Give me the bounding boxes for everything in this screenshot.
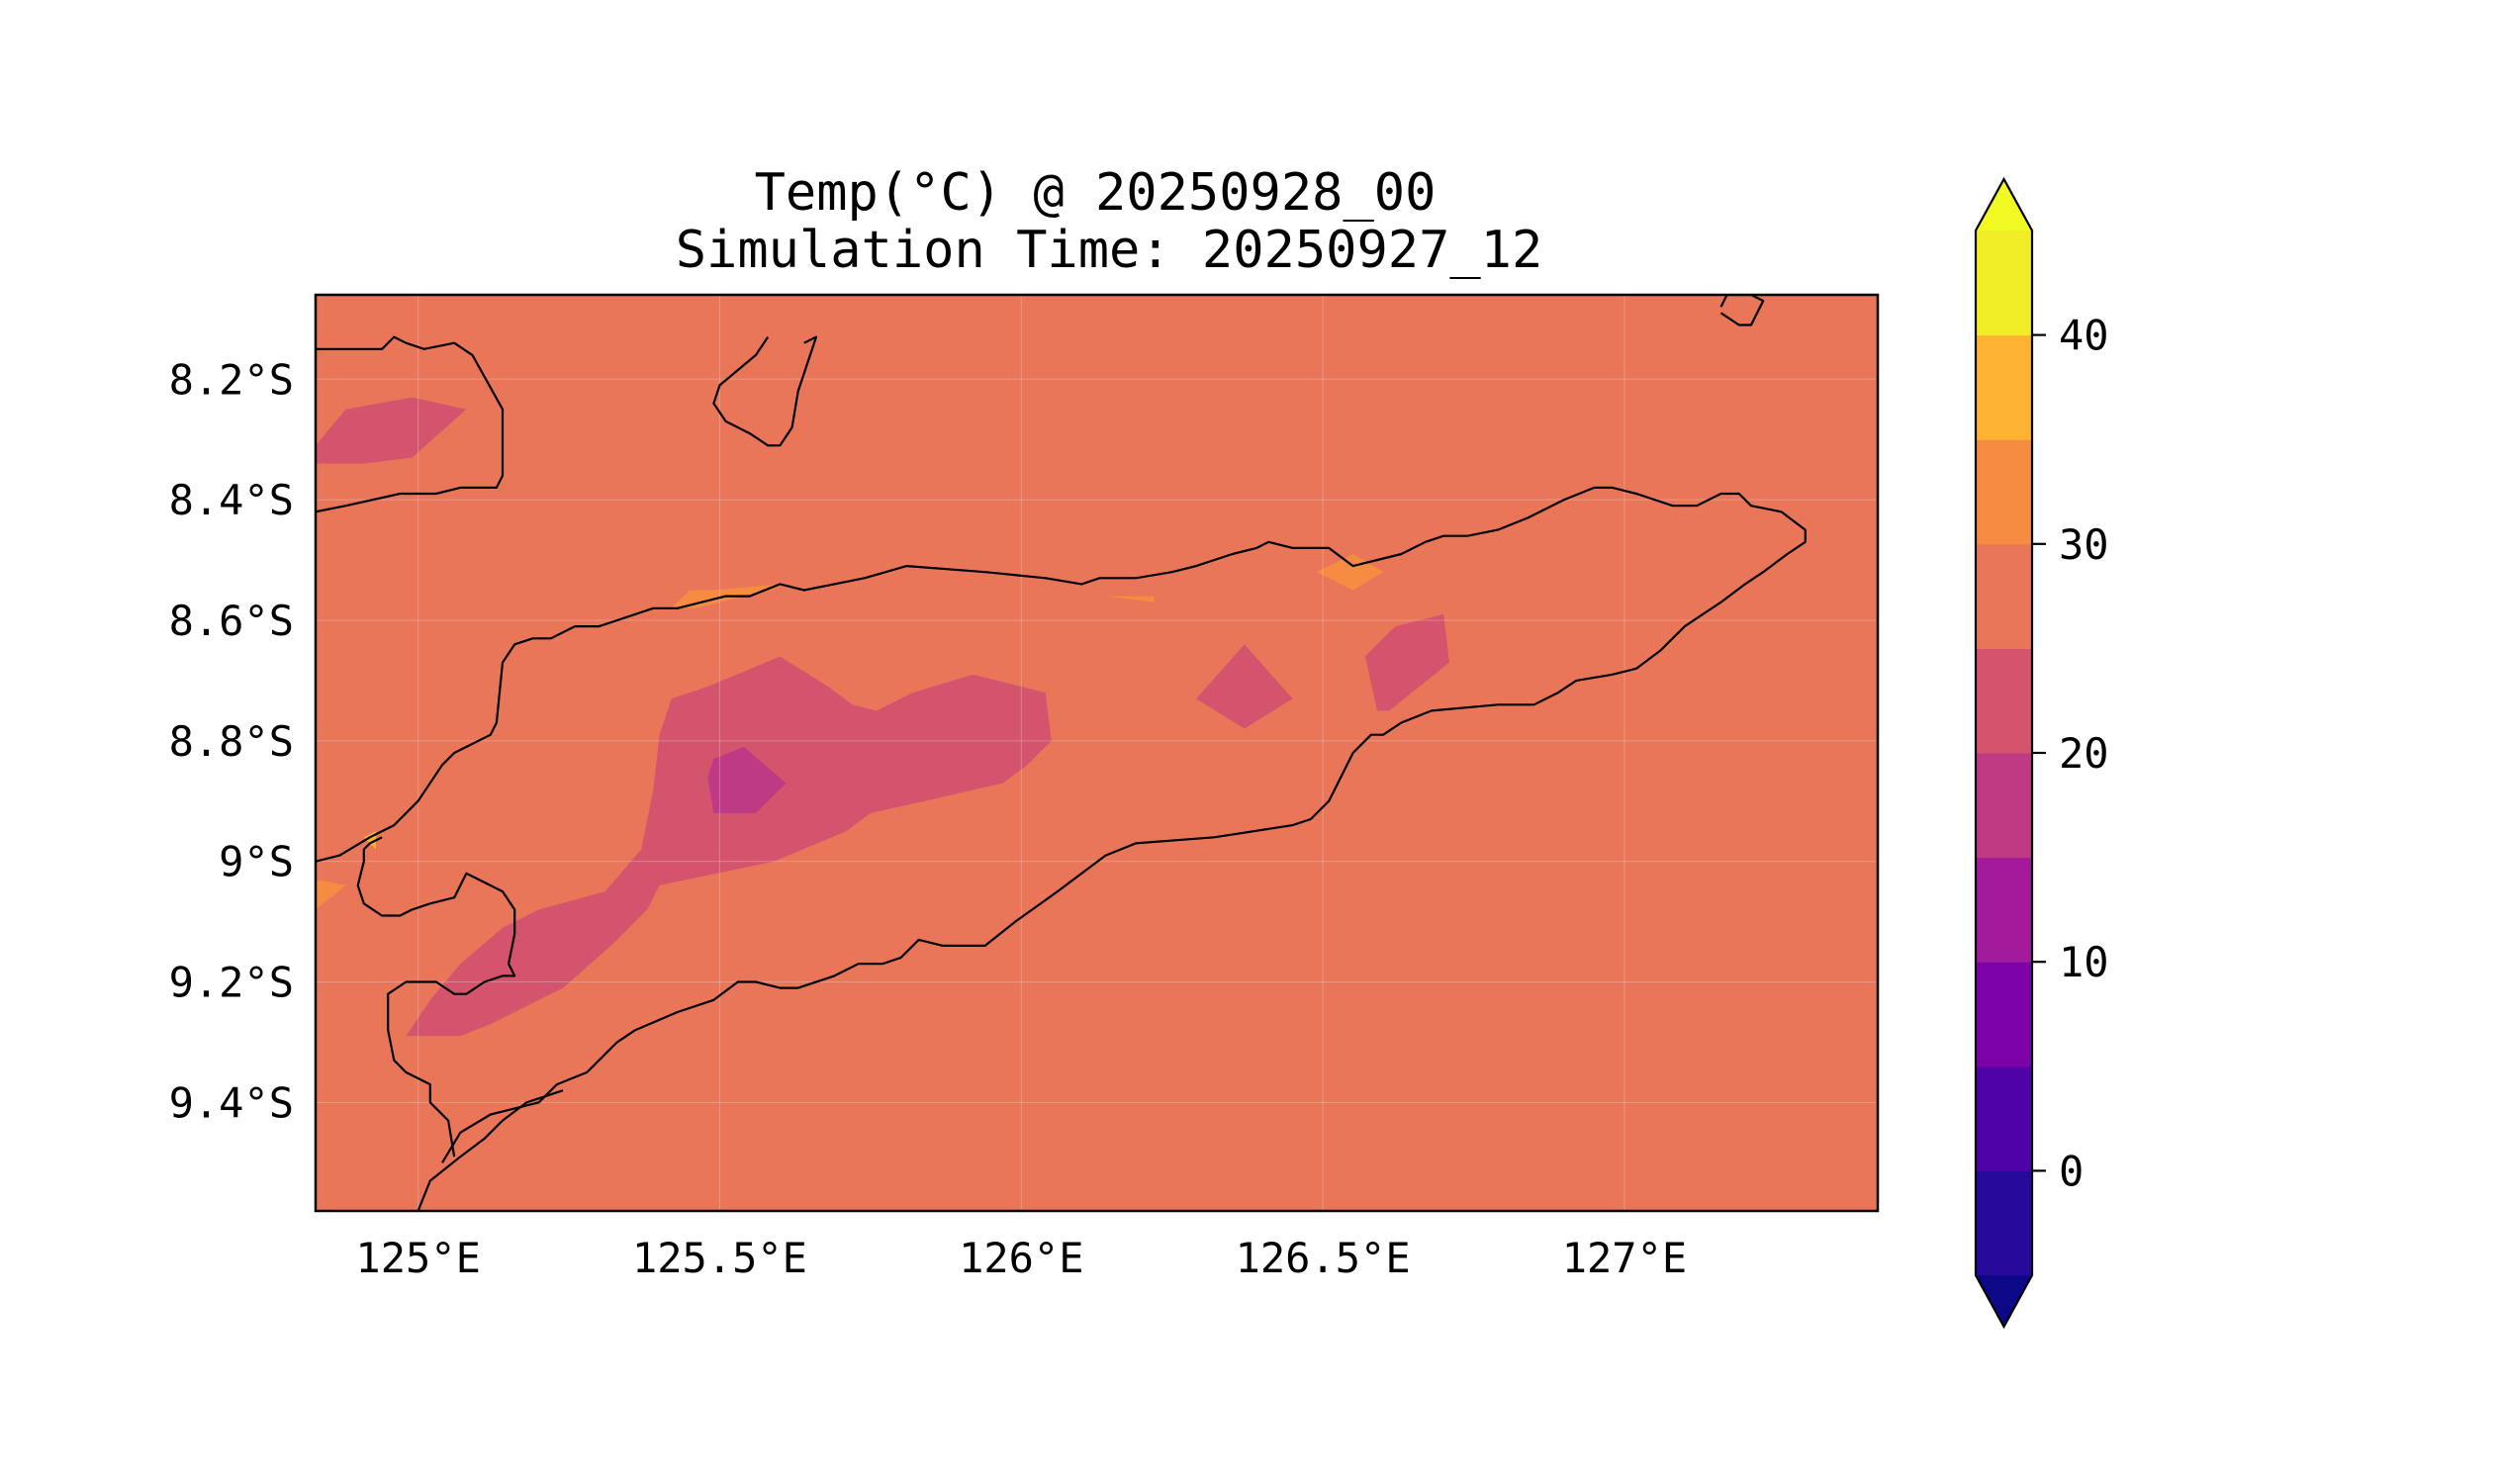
- contour-region-4: [1364, 613, 1450, 711]
- coastlines: [316, 295, 1807, 1211]
- coastline-0: [316, 335, 505, 513]
- contour-region-2: [707, 746, 787, 813]
- y-axis-ticks: 8.2°S 8.4°S 8.6°S 8.8°S 9°S 9.2°S 9.4°S: [169, 355, 294, 1127]
- coastline-5: [356, 836, 516, 1158]
- colorbar-bin-3: [1976, 857, 2032, 963]
- contour-region-8: [316, 879, 346, 910]
- x-tick-label-3: 126.5°E: [1236, 1234, 1411, 1282]
- colorbar-tick-label-2: 20: [2059, 729, 2109, 778]
- y-tick-label-4: 9°S: [219, 838, 294, 886]
- chart-subtitle: Simulation Time: 20250927_12: [676, 221, 1543, 280]
- x-axis-ticks: 125°E 125.5°E 126°E 126.5°E 127°E: [355, 1234, 1687, 1282]
- colorbar-tick-label-3: 30: [2059, 520, 2109, 569]
- coastline-3: [316, 486, 1807, 1163]
- colorbar-tick-label-4: 40: [2059, 312, 2109, 360]
- colorbar-bin-9: [1976, 231, 2032, 336]
- contour-region-0: [316, 397, 467, 464]
- colorbar-bin-2: [1976, 962, 2032, 1067]
- colorbar-under-arrow: [1976, 1275, 2032, 1327]
- colorbar-bin-5: [1976, 648, 2032, 754]
- colorbar-bin-6: [1976, 543, 2032, 649]
- y-tick-label-2: 8.6°S: [169, 597, 294, 645]
- colorbar-tick-label-1: 10: [2059, 938, 2109, 986]
- gridlines: [316, 295, 1878, 1211]
- colorbar-bin-0: [1976, 1170, 2032, 1276]
- map-plot-area: [314, 293, 1880, 1213]
- contour-region-3: [1196, 644, 1293, 729]
- coastline-2: [1719, 295, 1765, 326]
- x-tick-label-1: 125.5°E: [632, 1234, 807, 1282]
- colorbar-bin-8: [1976, 334, 2032, 440]
- colorbar-over-arrow: [1976, 179, 2032, 231]
- y-tick-label-5: 9.2°S: [169, 959, 294, 1007]
- chart-title: Temp(°C) @ 20250928_00: [755, 163, 1437, 223]
- plot-frame: [314, 293, 1880, 1213]
- x-tick-label-4: 127°E: [1562, 1234, 1687, 1282]
- coastline-1: [712, 335, 818, 447]
- y-tick-label-1: 8.4°S: [169, 476, 294, 524]
- contour-region-7: [1105, 596, 1155, 603]
- contour-region-1: [406, 656, 1052, 1037]
- colorbar: 0 10 20 30 40: [1974, 176, 2109, 1330]
- y-tick-label-3: 8.8°S: [169, 717, 294, 766]
- colorbar-bin-4: [1976, 753, 2032, 859]
- y-tick-label-6: 9.4°S: [169, 1078, 294, 1127]
- temperature-background-field: [316, 295, 1878, 1211]
- colorbar-tick-label-0: 0: [2059, 1147, 2084, 1195]
- colorbar-bin-7: [1976, 439, 2032, 545]
- x-tick-label-2: 126°E: [959, 1234, 1083, 1282]
- y-tick-label-0: 8.2°S: [169, 355, 294, 404]
- x-tick-label-0: 125°E: [355, 1234, 480, 1282]
- colorbar-outline: [1974, 176, 2034, 1330]
- coastline-4: [417, 1089, 564, 1211]
- colorbar-bin-1: [1976, 1066, 2032, 1171]
